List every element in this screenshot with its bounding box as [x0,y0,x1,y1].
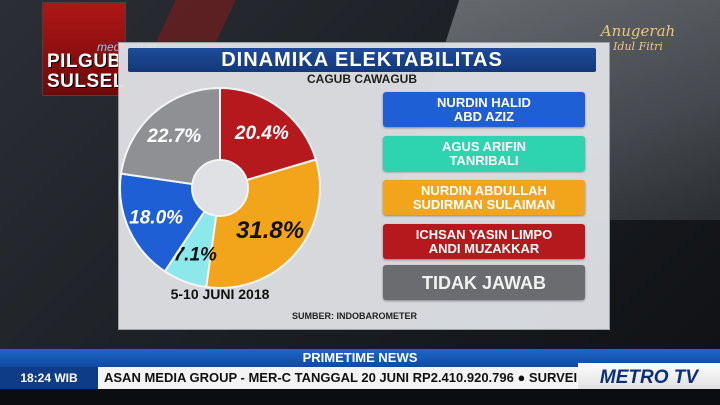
badge-line1: Anugerah [600,22,676,40]
legend-entry-label: TIDAK JAWAB [421,272,546,293]
ticker-bar [0,367,720,389]
legend-entry-label: AGUS ARIFIN [441,138,527,154]
pie-slice [119,172,206,273]
donut-hole [193,161,247,215]
slice-value-label: 31.8% [236,217,304,244]
pie-slice [219,86,318,182]
legend-entry: NURDIN HALID ABD AZIZ [383,92,585,127]
pie-slice [205,158,321,289]
program-badge: Anugerah Idul Fitri [598,22,678,64]
title-bar: DINAMIKA ELEKTABILITAS [128,48,596,72]
legend-entry: ICHSAN YASIN LIMPO ANDI MUZAKKAR [383,224,585,259]
legend-entry: NURDIN ABDULLAH SUDIRMAN SULAIMAN [383,180,585,215]
donut-chart: 20.4% 31.8% 7.1% 18.0% 22.7% [119,86,321,289]
slice-value-label: 7.1% [174,244,217,265]
legend-entry: TIDAK JAWAB [383,265,585,300]
legend-entry-label: ICHSAN YASIN LIMPO [415,226,553,242]
legend-entry-label: ABD AZIZ [453,108,515,124]
clock: 18:24 WIB [0,367,98,389]
bottom-band [0,389,720,405]
news-ticker: ASAN MEDIA GROUP - MER-C TANGGAL 20 JUNI… [104,370,578,385]
segment-label-line1: PILGUB [47,51,122,72]
legend-entry-label: NURDIN HALID [437,94,531,110]
segment-label-line2: SULSEL [47,71,125,92]
channel-logo: METRO TV [578,363,720,393]
legend-entry-label: TANRIBALI [449,152,519,168]
slice-value-label: 20.4% [234,123,289,144]
pie-slice [119,86,221,186]
legend-entry-label: SUDIRMAN SULAIMAN [412,196,556,212]
source-note: SUMBER: INDOBAROMETER [292,311,417,321]
slice-value-label: 22.7% [146,126,201,147]
program-bar: PRIMETIME NEWS [0,349,720,367]
slice-value-label: 18.0% [129,208,183,229]
program-title: PRIMETIME NEWS [302,350,418,365]
survey-date: 5-10 JUNI 2018 [170,286,270,302]
legend-entry: AGUS ARIFIN TANRIBALI [383,136,585,171]
badge-line2: Idul Fitri [613,40,663,53]
chart-title: DINAMIKA ELEKTABILITAS [221,49,503,71]
chart-subtitle: CAGUB CAWAGUB [307,72,417,86]
legend-entry-label: ANDI MUZAKKAR [428,240,540,256]
legend-entry-label: NURDIN ABDULLAH [421,182,547,198]
